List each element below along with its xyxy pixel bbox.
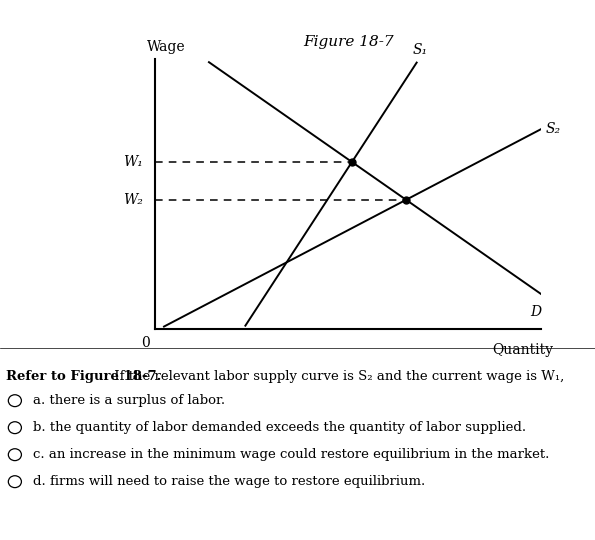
- Text: d. firms will need to raise the wage to restore equilibrium.: d. firms will need to raise the wage to …: [33, 475, 425, 488]
- Text: D: D: [530, 305, 541, 319]
- Text: Refer to Figure 18-7.: Refer to Figure 18-7.: [6, 370, 161, 383]
- Text: W₂: W₂: [123, 193, 143, 207]
- Text: Wage: Wage: [147, 40, 186, 54]
- Text: W₁: W₁: [123, 155, 143, 169]
- Text: a. there is a surplus of labor.: a. there is a surplus of labor.: [33, 394, 225, 407]
- Text: Quantity: Quantity: [492, 343, 553, 357]
- Text: S₁: S₁: [413, 43, 428, 57]
- Text: 0: 0: [140, 336, 149, 350]
- Text: S₂: S₂: [546, 122, 560, 136]
- Title: Figure 18-7: Figure 18-7: [303, 35, 393, 49]
- Text: If the relevant labor supply curve is S₂ and the current wage is W₁,: If the relevant labor supply curve is S₂…: [110, 370, 564, 383]
- Text: c. an increase in the minimum wage could restore equilibrium in the market.: c. an increase in the minimum wage could…: [33, 448, 549, 461]
- Text: b. the quantity of labor demanded exceeds the quantity of labor supplied.: b. the quantity of labor demanded exceed…: [33, 421, 526, 434]
